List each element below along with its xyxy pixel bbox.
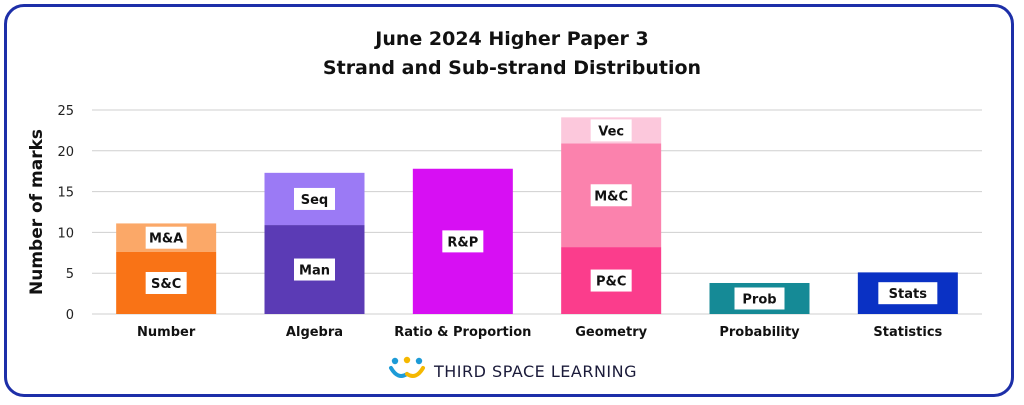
segment-label-box [734, 287, 785, 310]
segment-label-box [590, 184, 632, 207]
x-category-label: Geometry [575, 325, 647, 340]
y-tick-label-25: 25 [57, 104, 74, 119]
y-axis-label: Number of marks [27, 129, 47, 295]
x-category-label: Algebra [286, 325, 343, 340]
segment-label: Seq [301, 193, 329, 208]
segment-label-box [590, 119, 632, 142]
brand-footer: THIRD SPACE LEARNING [388, 356, 637, 387]
segment-label: M&C [594, 189, 628, 204]
segment-label-box [442, 230, 484, 253]
segment-label: Stats [889, 287, 928, 302]
bars: S&C M&A Man Seq R&P P&C M&C Vec Prob Stats [116, 117, 958, 314]
segment-label-box [294, 258, 335, 281]
y-axis-ticks: 0 5 10 15 20 25 [57, 104, 74, 323]
segment-label-box [878, 282, 938, 305]
x-category-label: Statistics [873, 325, 942, 340]
segment-label-box [145, 226, 187, 249]
x-axis-categories: Number Algebra Ratio & Proportion Geometry P… [137, 325, 942, 340]
chart-subtitle: Strand and Sub-strand Distribution [322, 57, 702, 79]
segment-label: Vec [598, 124, 624, 139]
segment-label-box [145, 271, 187, 294]
segment-label: Prob [742, 292, 776, 307]
y-tick-label-15: 15 [57, 186, 74, 201]
segment-label-box [294, 187, 335, 210]
segment-label: P&C [596, 275, 626, 290]
y-tick-label-0: 0 [66, 308, 74, 323]
gridlines [92, 109, 982, 315]
third-space-learning-logo-icon [388, 356, 426, 387]
x-category-label: Ratio & Proportion [394, 325, 531, 340]
y-tick-label-5: 5 [66, 267, 74, 282]
x-category-label: Probability [719, 325, 800, 340]
x-category-label: Number [137, 325, 196, 340]
segment-label: R&P [447, 235, 478, 250]
segment-label-box [590, 269, 632, 292]
segment-label: M&A [149, 232, 183, 247]
chart-title: June 2024 Higher Paper 3 [375, 28, 649, 50]
brand-name: THIRD SPACE LEARNING [434, 361, 637, 381]
y-tick-label-20: 20 [57, 145, 74, 160]
segment-label: S&C [151, 277, 181, 292]
segment-label: Man [299, 264, 330, 279]
y-tick-label-10: 10 [57, 226, 74, 241]
